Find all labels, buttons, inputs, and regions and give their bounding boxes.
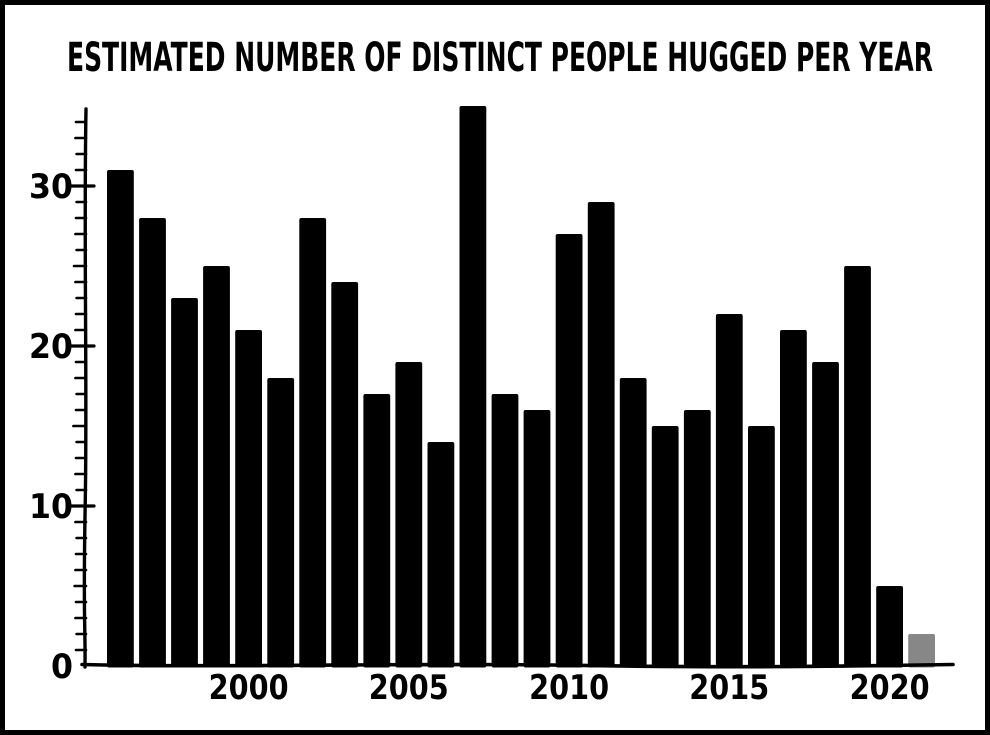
y-axis-line	[82, 107, 88, 669]
bar-2017	[780, 330, 807, 668]
y-tick-label-10: 10	[29, 487, 73, 527]
bars-group	[107, 106, 935, 668]
bar-2011	[587, 202, 615, 668]
x-tick-label-2005: 2005	[369, 668, 449, 708]
bar-1996	[107, 170, 134, 668]
bar-2020	[876, 586, 903, 668]
bar-2000	[235, 330, 262, 668]
chart-title: ESTIMATED NUMBER OF DISTINCT PEOPLE HUGG…	[67, 35, 933, 81]
y-tick-label-0: 0	[51, 647, 73, 687]
y-ticks-group	[68, 120, 96, 652]
bar-2013	[651, 426, 679, 668]
bar-2003	[331, 282, 359, 668]
hug-bar-chart: ESTIMATED NUMBER OF DISTINCT PEOPLE HUGG…	[29, 35, 955, 708]
bar-1999	[203, 266, 230, 668]
bar-2002	[299, 218, 327, 668]
bar-2004	[363, 394, 391, 668]
bar-2009	[523, 410, 551, 668]
bar-2001	[267, 378, 295, 668]
bar-2015	[715, 314, 743, 668]
bar-2014	[683, 410, 711, 668]
y-tick-label-20: 20	[29, 327, 73, 367]
bar-2019	[844, 266, 871, 668]
bar-1997	[139, 218, 166, 668]
bar-2005	[395, 362, 423, 668]
x-tick-label-2015: 2015	[689, 668, 769, 708]
bar-2016	[748, 426, 775, 668]
x-tick-label-2000: 2000	[209, 668, 289, 708]
bar-2021	[908, 634, 935, 668]
bar-2018	[812, 362, 839, 668]
bar-2007	[459, 106, 487, 668]
bar-2010	[555, 234, 583, 668]
y-tick-label-30: 30	[29, 167, 73, 207]
x-axis-line	[80, 662, 955, 669]
x-tick-label-2010: 2010	[529, 668, 609, 708]
x-tick-label-2020: 2020	[850, 668, 930, 708]
bar-1998	[171, 298, 198, 668]
bar-2012	[619, 378, 647, 668]
bar-2006	[427, 442, 455, 668]
axis-labels-group: 0 10 20 30 2000 2005 2010 2015 2020	[29, 167, 930, 708]
bar-2008	[491, 394, 519, 668]
